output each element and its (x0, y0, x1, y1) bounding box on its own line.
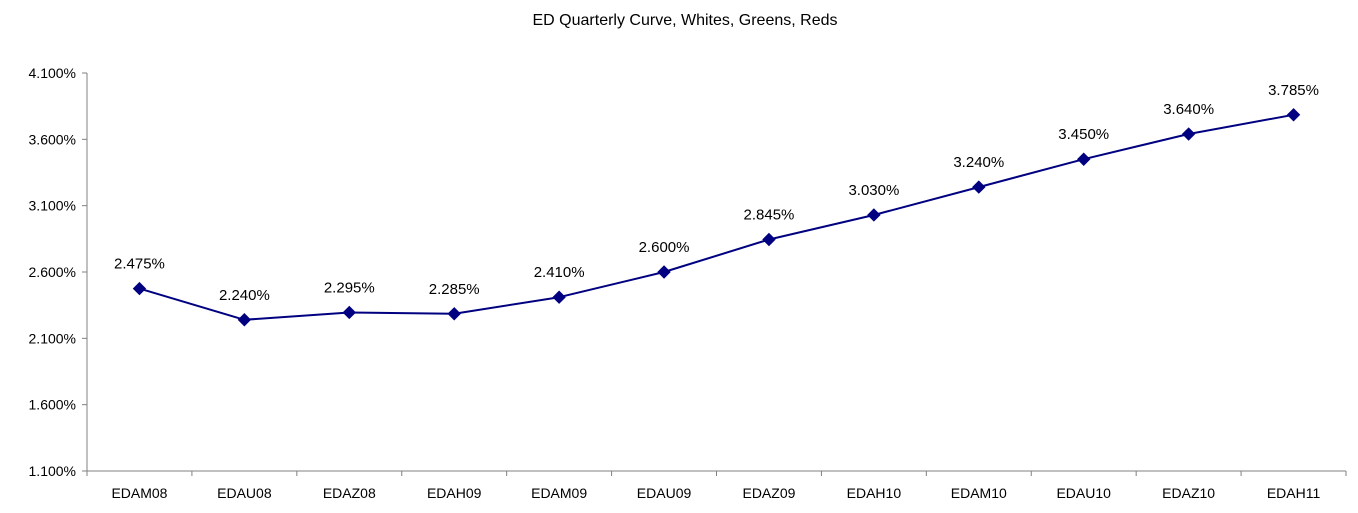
data-point-marker (1077, 152, 1091, 166)
data-label: 3.450% (1058, 126, 1109, 143)
chart-title: ED Quarterly Curve, Whites, Greens, Reds (533, 12, 838, 29)
data-point-marker (447, 307, 461, 321)
data-label: 2.295% (324, 279, 375, 296)
x-tick-label: EDAH10 (847, 485, 902, 501)
data-point-marker (657, 265, 671, 279)
x-tick-label: EDAZ09 (742, 485, 795, 501)
data-label: 2.600% (639, 239, 690, 256)
x-tick-label: EDAM10 (951, 485, 1007, 501)
series-line-layer (139, 113, 1294, 321)
y-tick-label: 3.100% (29, 198, 76, 214)
data-label: 2.845% (744, 206, 795, 223)
data-point-marker (972, 180, 986, 194)
x-tick-label: EDAH11 (1267, 485, 1321, 501)
data-point-marker (132, 281, 147, 296)
data-point-marker (342, 305, 356, 320)
x-tick-label: EDAU10 (1056, 485, 1111, 501)
data-label: 2.410% (534, 264, 585, 281)
y-tick-label: 2.600% (29, 264, 76, 280)
data-label: 3.240% (953, 154, 1004, 171)
data-point-marker (552, 290, 566, 304)
x-tick-label: EDAU09 (637, 485, 692, 501)
data-label: 3.640% (1163, 101, 1214, 118)
data-point-marker (237, 313, 252, 327)
x-tick-label: EDAM09 (531, 485, 587, 501)
x-tick-label: EDAZ08 (323, 485, 376, 501)
data-label: 2.240% (219, 287, 270, 304)
data-label-layer: 2.475% 2.240% 2.295% 2.285% 2.410% 2.600% 2.84… (114, 82, 1319, 304)
x-tick-label: EDAU08 (217, 485, 272, 501)
data-label: 2.285% (429, 281, 480, 298)
y-tick-label: 2.100% (29, 330, 76, 346)
x-tick-label: EDAZ10 (1162, 485, 1215, 501)
y-tick-label: 4.100% (29, 65, 76, 81)
x-tick-label: EDAH09 (427, 485, 482, 501)
data-point-marker (1286, 108, 1301, 122)
x-tick-label: EDAM08 (111, 485, 167, 501)
data-point-layer (132, 108, 1301, 327)
data-point-marker (762, 232, 776, 247)
axes-layer: 1.100% 1.600% 2.100% 2.600% 3.100% 3.600% 4.10… (29, 65, 1347, 501)
data-label: 3.030% (848, 182, 899, 199)
data-point-marker (867, 208, 881, 222)
y-tick-label: 1.600% (29, 397, 76, 413)
data-label: 3.785% (1268, 82, 1319, 99)
data-point-marker (1181, 127, 1196, 141)
y-tick-label: 1.100% (29, 463, 76, 479)
series-line (139, 113, 1294, 321)
data-label: 2.475% (114, 256, 165, 273)
y-tick-label: 3.600% (29, 131, 76, 147)
